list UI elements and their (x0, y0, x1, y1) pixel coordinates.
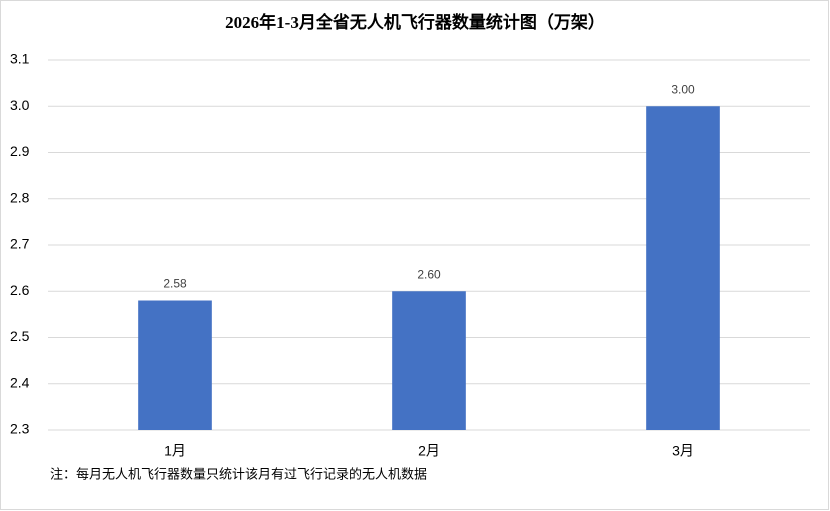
y-tick-label: 2.7 (10, 236, 30, 252)
x-tick-label: 2月 (418, 443, 440, 459)
y-tick-label: 3.1 (10, 51, 30, 67)
y-tick-label: 2.4 (10, 374, 30, 390)
data-label: 2.60 (417, 267, 441, 281)
y-tick-label: 2.5 (10, 328, 30, 344)
x-tick-label: 1月 (164, 443, 186, 459)
bar (138, 300, 212, 430)
y-tick-label: 3.0 (10, 97, 30, 113)
y-tick-label: 2.9 (10, 143, 30, 159)
y-tick-label: 2.6 (10, 282, 30, 298)
chart-title: 2026年1-3月全省无人机飞行器数量统计图（万架） (225, 12, 605, 32)
annotation: 注：每月无人机飞行器数量只统计该月有过飞行记录的无人机数据 (50, 466, 427, 481)
y-tick-label: 2.3 (10, 421, 30, 437)
data-label: 3.00 (671, 82, 695, 96)
bar (646, 106, 720, 430)
y-tick-label: 2.8 (10, 189, 30, 205)
data-label: 2.58 (163, 277, 187, 291)
x-tick-label: 3月 (672, 443, 694, 459)
bar (392, 291, 466, 430)
